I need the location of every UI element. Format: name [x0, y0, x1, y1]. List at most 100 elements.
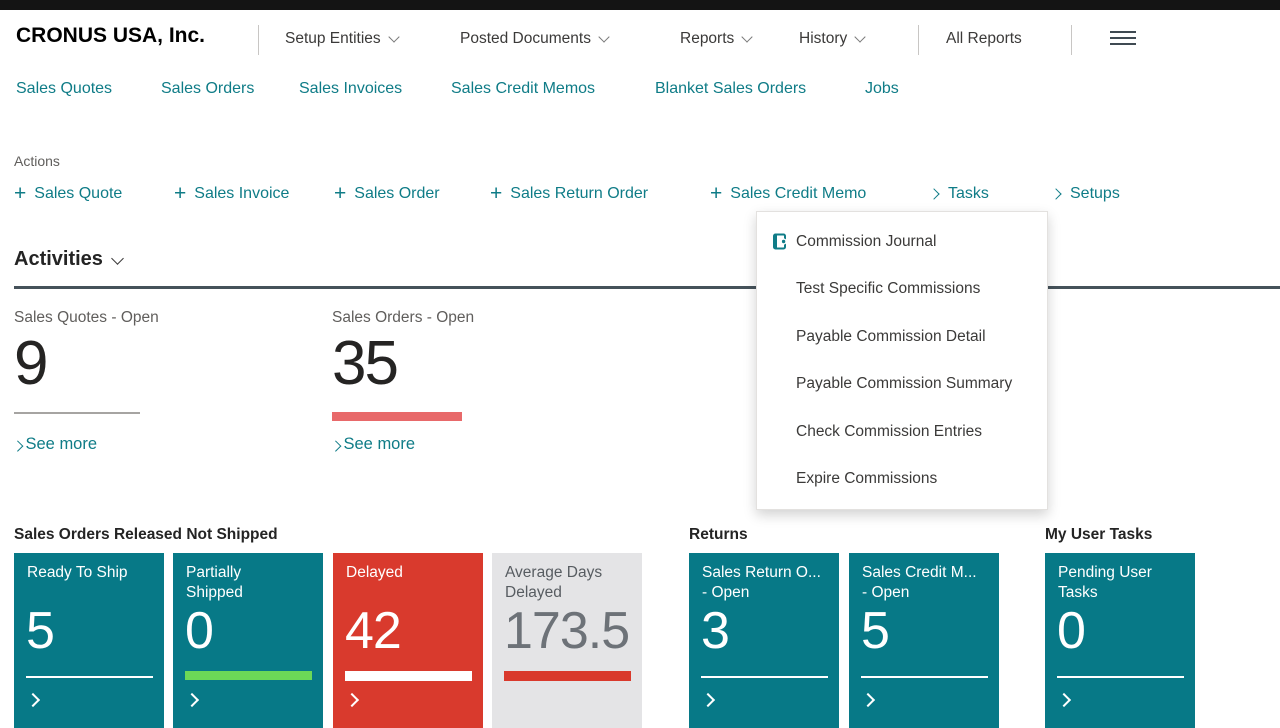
cue-tile-value: 5	[861, 605, 889, 657]
menu-setup-entities[interactable]: Setup Entities	[285, 30, 398, 48]
cue-tile-delayed[interactable]: Delayed 42	[333, 553, 483, 728]
cue-tile-average-days-delayed[interactable]: Average Days Delayed 173.5	[492, 553, 642, 728]
menu-item-payable-commission-summary[interactable]: Payable Commission Summary	[757, 361, 1047, 409]
chevron-right-icon	[928, 188, 939, 199]
nav-sales-orders[interactable]: Sales Orders	[161, 80, 254, 98]
menu-item-label: Payable Commission Detail	[796, 328, 986, 346]
action-label: Sales Return Order	[510, 185, 648, 203]
menu-label: Posted Documents	[460, 30, 591, 48]
actions-label: Actions	[14, 153, 60, 169]
cue-tile-value: 0	[1057, 605, 1085, 657]
chevron-down-icon	[388, 31, 399, 42]
cue-tile-title: Delayed	[346, 563, 403, 583]
menu-item-test-specific-commissions[interactable]: Test Specific Commissions	[757, 266, 1047, 314]
company-name[interactable]: CRONUS USA, Inc.	[16, 24, 205, 48]
top-strip	[0, 0, 1280, 10]
nav-sales-quotes[interactable]: Sales Quotes	[16, 80, 112, 98]
cue-tile-bar	[185, 671, 312, 680]
menu-item-check-commission-entries[interactable]: Check Commission Entries	[757, 408, 1047, 456]
menu-history[interactable]: History	[799, 30, 864, 48]
chevron-right-icon	[185, 693, 199, 707]
menu-label: History	[799, 30, 847, 48]
chevron-right-icon	[345, 693, 359, 707]
nav-jobs[interactable]: Jobs	[865, 80, 899, 98]
action-new-sales-quote[interactable]: + Sales Quote	[14, 185, 122, 203]
cue-tile-bar	[861, 676, 988, 678]
chevron-right-icon	[701, 693, 715, 707]
action-new-sales-credit-memo[interactable]: + Sales Credit Memo	[710, 185, 866, 203]
nav-sales-invoices[interactable]: Sales Invoices	[299, 80, 402, 98]
action-new-sales-order[interactable]: + Sales Order	[334, 185, 440, 203]
menu-item-label: Expire Commissions	[796, 470, 937, 488]
menu-item-label: Commission Journal	[796, 233, 936, 251]
see-more-label: See more	[26, 435, 98, 454]
cue-tile-value: 42	[345, 605, 401, 657]
menu-label: Reports	[680, 30, 734, 48]
activities-title: Activities	[14, 248, 103, 271]
chevron-right-icon	[26, 693, 40, 707]
cue-tile-value: 5	[26, 605, 54, 657]
chevron-down-icon	[855, 31, 866, 42]
cue-group-title: Returns	[689, 526, 748, 544]
chevron-down-icon	[111, 252, 124, 265]
tasks-dropdown-menu: Commission Journal Test Specific Commiss…	[756, 211, 1048, 510]
plus-icon: +	[490, 186, 502, 202]
action-new-sales-return-order[interactable]: + Sales Return Order	[490, 185, 648, 203]
action-new-sales-invoice[interactable]: + Sales Invoice	[174, 185, 289, 203]
cue-tile-title: Partially Shipped	[186, 563, 243, 603]
plus-icon: +	[14, 186, 26, 202]
plus-icon: +	[334, 186, 346, 202]
nav-separator	[918, 25, 919, 55]
plus-icon: +	[710, 186, 722, 202]
hamburger-icon[interactable]	[1110, 31, 1136, 45]
menu-label: Setup Entities	[285, 30, 381, 48]
cue-tile-title: Sales Return O... - Open	[702, 563, 821, 603]
nav-blanket-sales-orders[interactable]: Blanket Sales Orders	[655, 80, 806, 98]
action-label: Sales Order	[354, 185, 439, 203]
menu-reports[interactable]: Reports	[680, 30, 751, 48]
action-label: Sales Invoice	[194, 185, 289, 203]
kpi-value[interactable]: 35	[332, 333, 397, 395]
journal-icon	[771, 233, 796, 250]
activities-heading[interactable]: Activities	[14, 248, 122, 271]
see-more-label: See more	[344, 435, 416, 454]
cue-tile-pending-user-tasks[interactable]: Pending User Tasks 0	[1045, 553, 1195, 728]
cue-tile-value: 0	[185, 605, 213, 657]
menu-item-expire-commissions[interactable]: Expire Commissions	[757, 456, 1047, 504]
action-label: Sales Credit Memo	[730, 185, 866, 203]
menu-all-reports[interactable]: All Reports	[946, 30, 1022, 48]
cue-tile-bar	[701, 676, 828, 678]
action-label: Tasks	[948, 185, 989, 203]
section-divider	[14, 286, 1280, 289]
action-setups[interactable]: Setups	[1052, 185, 1120, 203]
chevron-right-icon	[12, 440, 23, 451]
chevron-down-icon	[742, 31, 753, 42]
menu-item-payable-commission-detail[interactable]: Payable Commission Detail	[757, 313, 1047, 361]
nav-separator	[258, 25, 259, 55]
cue-tile-ready-to-ship[interactable]: Ready To Ship 5	[14, 553, 164, 728]
action-tasks[interactable]: Tasks	[930, 185, 989, 203]
cue-tile-bar	[345, 671, 472, 681]
cue-group-title: Sales Orders Released Not Shipped	[14, 526, 278, 544]
kpi-value[interactable]: 9	[14, 333, 46, 395]
menu-item-commission-journal[interactable]: Commission Journal	[757, 218, 1047, 266]
menu-item-label: Check Commission Entries	[796, 423, 982, 441]
cue-tile-partially-shipped[interactable]: Partially Shipped 0	[173, 553, 323, 728]
chevron-right-icon	[330, 440, 341, 451]
cue-tile-title: Pending User Tasks	[1058, 563, 1152, 603]
cue-tile-bar	[504, 671, 631, 681]
chevron-right-icon	[1050, 188, 1061, 199]
action-label: Setups	[1070, 185, 1120, 203]
action-label: Sales Quote	[34, 185, 122, 203]
cue-tile-sales-credit-memos-open[interactable]: Sales Credit M... - Open 5	[849, 553, 999, 728]
cue-group-title: My User Tasks	[1045, 526, 1152, 544]
chevron-right-icon	[861, 693, 875, 707]
cue-tile-sales-return-orders-open[interactable]: Sales Return O... - Open 3	[689, 553, 839, 728]
see-more-link[interactable]: See more	[14, 435, 97, 454]
nav-sales-credit-memos[interactable]: Sales Credit Memos	[451, 80, 595, 98]
kpi-indicator-bar	[332, 412, 462, 421]
kpi-label: Sales Orders - Open	[332, 309, 474, 327]
see-more-link[interactable]: See more	[332, 435, 415, 454]
menu-item-label: Test Specific Commissions	[796, 280, 980, 298]
menu-posted-documents[interactable]: Posted Documents	[460, 30, 608, 48]
